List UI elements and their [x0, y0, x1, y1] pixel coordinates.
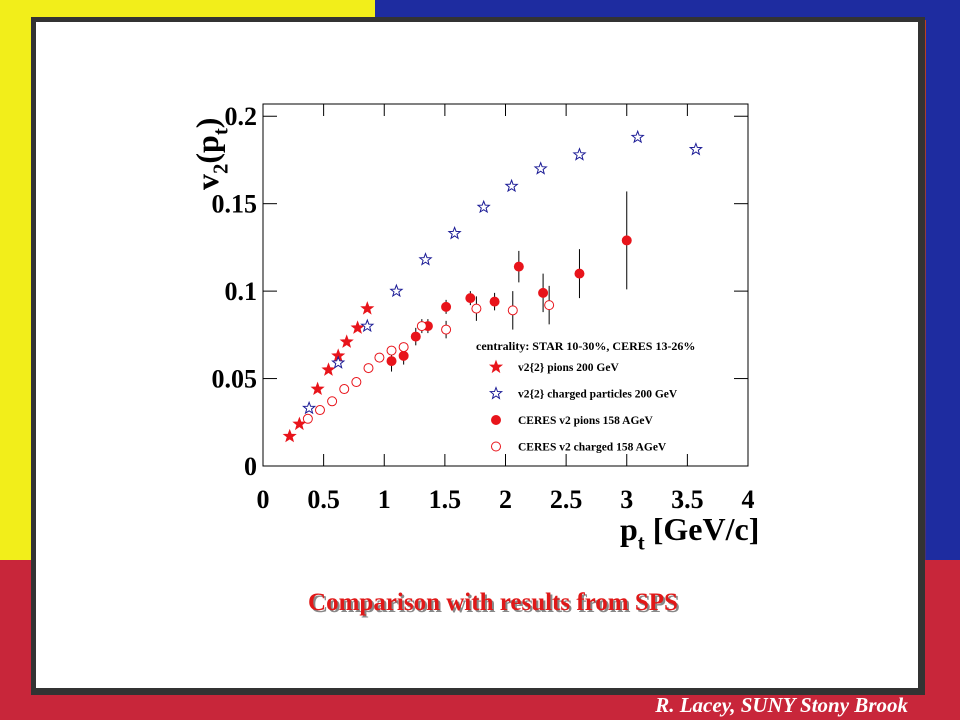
marker-star — [533, 161, 548, 175]
legend-label: v2{2} pions 200 GeV — [518, 362, 619, 374]
marker-circle — [374, 352, 385, 363]
marker-circle — [538, 287, 549, 298]
marker-star — [504, 178, 519, 193]
marker-circle — [465, 293, 476, 304]
y-tick-label: 0.15 — [212, 190, 258, 219]
xlabel-part: t — [638, 532, 645, 555]
marker-circle — [302, 413, 313, 424]
marker-circle — [507, 305, 518, 316]
band-blue — [375, 0, 960, 20]
marker-star — [360, 318, 375, 333]
y-tick-label: 0 — [244, 452, 257, 481]
band-left — [0, 0, 34, 560]
y-tick-label: 0.05 — [212, 365, 258, 394]
footer: R. Lacey, SUNY Stony Brook — [654, 693, 908, 717]
legend-label: CERES v2 pions 158 AGeV — [518, 415, 654, 427]
marker-circle — [513, 261, 524, 272]
marker-circle — [339, 384, 350, 395]
legend-title: centrality: STAR 10-30%, CERES 13-26% — [476, 339, 695, 353]
marker-star — [360, 301, 375, 315]
marker-star — [331, 348, 346, 362]
marker-star — [572, 147, 587, 161]
marker-circle — [491, 415, 501, 425]
marker-circle — [327, 396, 338, 407]
x-tick-label: 0 — [257, 485, 270, 514]
x-tick-label: 3.5 — [671, 485, 704, 514]
marker-circle — [398, 350, 409, 361]
legend-label: v2{2} charged particles 200 GeV — [518, 389, 678, 401]
marker-circle — [398, 342, 409, 353]
panel — [36, 22, 918, 688]
marker-circle — [489, 296, 500, 307]
marker-star — [350, 320, 365, 334]
marker-circle — [441, 324, 452, 335]
marker-star — [310, 381, 325, 396]
xlabel-label: pt [GeV/c] — [620, 511, 759, 555]
legend-label: CERES v2 charged 158 AGeV — [518, 442, 667, 454]
plot: 0 0.5 1 1.5 2 2.5 3 3.5 400.050.10.150.2pt [GeV/… — [189, 102, 759, 554]
x-tick-label: 2.5 — [550, 485, 583, 514]
marker-circle — [386, 356, 397, 367]
marker-star — [302, 400, 317, 415]
marker-circle — [491, 441, 501, 452]
ylabel-part: (p — [189, 135, 225, 163]
marker-circle — [621, 235, 632, 246]
marker-star — [476, 199, 491, 214]
marker-circle — [471, 303, 482, 314]
ylabel-part: t — [210, 128, 233, 135]
x-tick-label: 3 — [620, 485, 633, 514]
x-tick-label: 0.5 — [307, 485, 340, 514]
ylabel-part: v — [189, 174, 225, 190]
ylabel-label: v2(pt) — [189, 118, 233, 190]
marker-star — [688, 142, 703, 156]
ylabel-part: 2 — [210, 164, 233, 174]
x-tick-label: 1 — [378, 485, 391, 514]
caption: Comparison with results from SPS — [308, 589, 678, 616]
xlabel-part: p — [620, 511, 638, 547]
y-tick-label: 0.2 — [225, 102, 258, 131]
x-tick-label: 4 — [742, 485, 755, 514]
marker-circle — [386, 345, 397, 356]
marker-circle — [574, 268, 585, 279]
xlabel-part: [GeV/c] — [645, 511, 760, 547]
marker-star — [282, 428, 297, 443]
marker-star — [488, 386, 504, 400]
x-tick-label: 2 — [499, 485, 512, 514]
caption-shadow: Comparison with results from SPS — [310, 591, 680, 618]
ylabel-part: ) — [189, 118, 225, 129]
marker-circle — [363, 363, 374, 374]
marker-circle — [314, 405, 325, 416]
marker-star — [292, 416, 307, 431]
marker-circle — [416, 321, 427, 332]
marker-star — [418, 252, 433, 266]
y-tick-label: 0.1 — [225, 277, 258, 306]
marker-star — [331, 355, 346, 369]
marker-circle — [351, 377, 362, 388]
marker-circle — [441, 301, 452, 312]
x-tick-label: 1.5 — [429, 485, 462, 514]
marker-star — [321, 362, 336, 376]
marker-star — [488, 359, 504, 374]
marker-star — [630, 129, 645, 144]
marker-star — [339, 334, 354, 348]
marker-star — [447, 225, 462, 240]
marker-circle — [544, 300, 555, 311]
marker-circle — [410, 331, 421, 342]
band-yellow — [0, 0, 375, 20]
marker-star — [389, 283, 404, 298]
